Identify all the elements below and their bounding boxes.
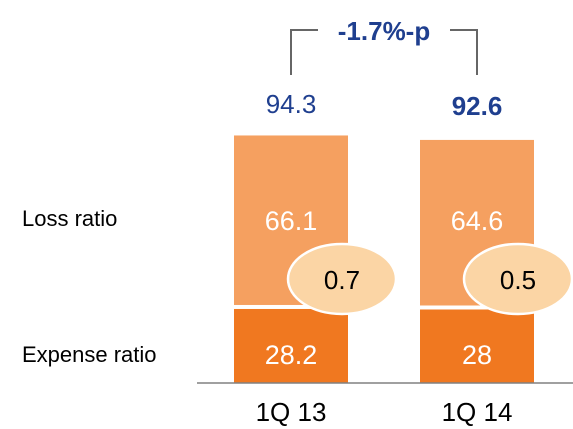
bubble-1q13 <box>286 242 398 316</box>
delta-label: -1.7%-p <box>338 16 430 46</box>
loss-value-1q14: 64.6 <box>451 206 504 236</box>
total-label-1q13: 94.3 <box>266 89 317 119</box>
category-label-1q14: 1Q 14 <box>442 397 513 427</box>
category-label-1q13: 1Q 13 <box>256 397 327 427</box>
total-label-1q14: 92.6 <box>452 91 503 121</box>
legend-loss-ratio: Loss ratio <box>22 206 117 231</box>
bar-expense-ratio-1q-13 <box>234 308 348 383</box>
delta-bracket: -1.7%-p <box>290 16 478 75</box>
bubble-value-1q14: 0.5 <box>500 265 536 295</box>
delta-bracket-line <box>290 29 478 75</box>
expense-value-1q13: 28.2 <box>265 340 318 370</box>
legend-expense-ratio: Expense ratio <box>22 342 157 367</box>
bubble-1q14 <box>462 242 573 316</box>
bubble-value-1q13: 0.7 <box>324 265 360 295</box>
expense-value-1q14: 28 <box>462 340 492 370</box>
loss-value-1q13: 66.1 <box>265 206 318 236</box>
bar-expense-ratio-1q-14 <box>420 309 534 383</box>
